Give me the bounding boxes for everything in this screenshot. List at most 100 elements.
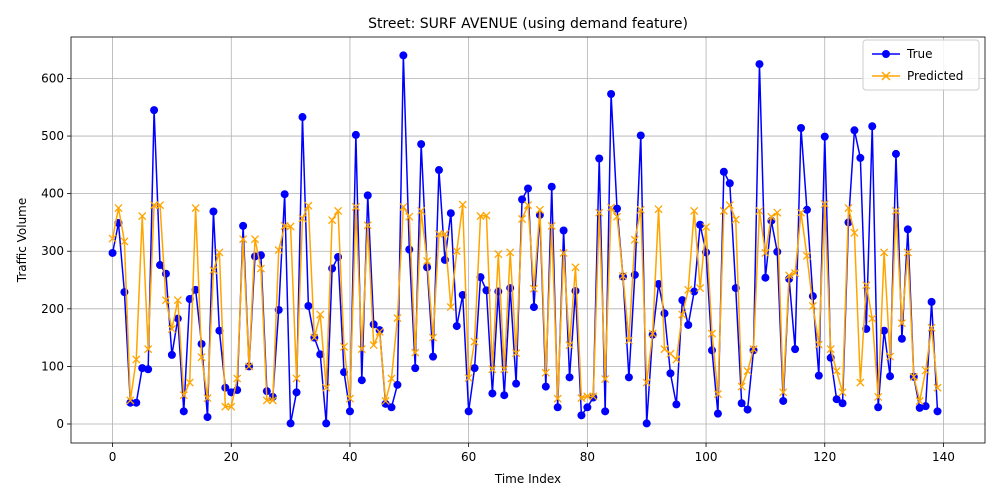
data-point-predicted <box>713 389 722 399</box>
data-point-true <box>120 288 129 297</box>
data-point-predicted <box>672 355 681 364</box>
data-point-predicted <box>150 201 159 210</box>
data-point-predicted <box>761 248 770 258</box>
data-point-true <box>488 389 497 398</box>
data-point-predicted <box>577 394 586 403</box>
data-point-true <box>820 132 829 141</box>
legend-box <box>862 39 980 91</box>
data-point-true <box>179 407 188 416</box>
data-point-predicted <box>345 394 355 403</box>
data-point-true <box>429 352 438 361</box>
data-point-predicted <box>464 373 473 382</box>
data-point-true <box>156 261 165 270</box>
data-point-true <box>470 364 479 373</box>
data-point-predicted <box>120 237 129 246</box>
data-point-predicted <box>541 368 550 377</box>
data-point-predicted <box>262 396 271 405</box>
data-point-predicted <box>434 229 444 239</box>
data-point-predicted <box>696 284 705 293</box>
data-point-predicted <box>239 235 248 244</box>
y-tick-label: 300 <box>41 244 64 258</box>
data-point-predicted <box>802 251 812 260</box>
x-axis-label: Time Index <box>494 472 561 486</box>
data-point-predicted <box>428 333 438 342</box>
data-point-predicted <box>185 378 194 387</box>
data-point-predicted <box>482 211 491 220</box>
data-point-true <box>209 207 218 216</box>
data-point-true <box>161 269 170 278</box>
data-point-predicted <box>375 327 384 336</box>
data-point-predicted <box>565 341 574 350</box>
data-point-true <box>239 221 248 230</box>
data-point-predicted <box>595 208 604 217</box>
series-line-predicted <box>111 203 939 408</box>
data-point-true <box>529 303 538 312</box>
data-point-predicted <box>880 248 889 257</box>
data-point-true <box>814 371 823 380</box>
data-point-true <box>583 403 592 412</box>
data-point-true <box>387 403 396 412</box>
data-point-predicted <box>844 203 853 213</box>
data-point-predicted <box>909 372 918 381</box>
data-point-predicted <box>173 296 182 305</box>
data-point-predicted <box>612 212 622 221</box>
data-point-predicted <box>446 303 455 312</box>
data-point-true <box>357 376 366 385</box>
data-point-predicted <box>885 352 895 361</box>
data-point-true <box>292 388 301 397</box>
data-point-true <box>601 407 610 416</box>
x-tick-label: 120 <box>813 450 836 464</box>
x-tick-label: 100 <box>695 450 718 464</box>
data-point-predicted <box>636 205 645 214</box>
data-point-predicted <box>215 248 224 257</box>
data-point-true <box>518 195 527 204</box>
data-point-predicted <box>440 229 449 239</box>
data-point-predicted <box>357 345 366 354</box>
data-point-true <box>874 403 883 412</box>
x-tick-label: 60 <box>461 450 476 464</box>
data-point-true <box>880 326 889 335</box>
legend: True Predicted <box>862 39 980 91</box>
data-point-true <box>399 51 408 60</box>
data-point-true <box>773 247 782 256</box>
data-point-predicted <box>785 271 794 280</box>
data-point-true <box>897 334 906 343</box>
data-point-predicted <box>179 391 188 400</box>
data-point-predicted <box>933 383 942 392</box>
data-point-predicted <box>114 203 123 213</box>
data-point-true <box>856 153 865 162</box>
data-point-predicted <box>167 324 176 334</box>
data-point-true <box>838 399 847 408</box>
data-point-true <box>678 296 687 305</box>
data-point-predicted <box>559 248 568 258</box>
data-point-predicted <box>423 256 432 266</box>
data-point-predicted <box>399 202 408 211</box>
data-point-predicted <box>808 301 817 310</box>
data-point-true <box>446 209 455 218</box>
data-point-predicted <box>250 235 260 244</box>
series-true <box>108 51 942 428</box>
data-point-predicted <box>405 212 414 221</box>
data-point-predicted <box>494 250 503 259</box>
y-tick-label: 100 <box>41 359 64 373</box>
data-point-predicted <box>850 228 859 237</box>
data-point-true <box>636 131 645 140</box>
data-point-predicted <box>369 341 378 350</box>
data-point-true <box>203 413 212 422</box>
data-point-predicted <box>832 366 841 376</box>
data-point-predicted <box>648 329 657 338</box>
data-point-true <box>713 409 722 418</box>
data-point-predicted <box>417 206 426 215</box>
series-layer <box>108 51 942 428</box>
data-point-predicted <box>244 362 254 371</box>
data-point-predicted <box>630 235 639 244</box>
data-point-predicted <box>583 392 592 401</box>
data-point-true <box>642 419 651 428</box>
data-point-predicted <box>339 342 349 351</box>
chart-title: Street: SURF AVENUE (using demand featur… <box>368 16 688 32</box>
data-point-true <box>512 379 521 388</box>
data-point-predicted <box>351 202 360 211</box>
data-point-predicted <box>233 374 242 383</box>
